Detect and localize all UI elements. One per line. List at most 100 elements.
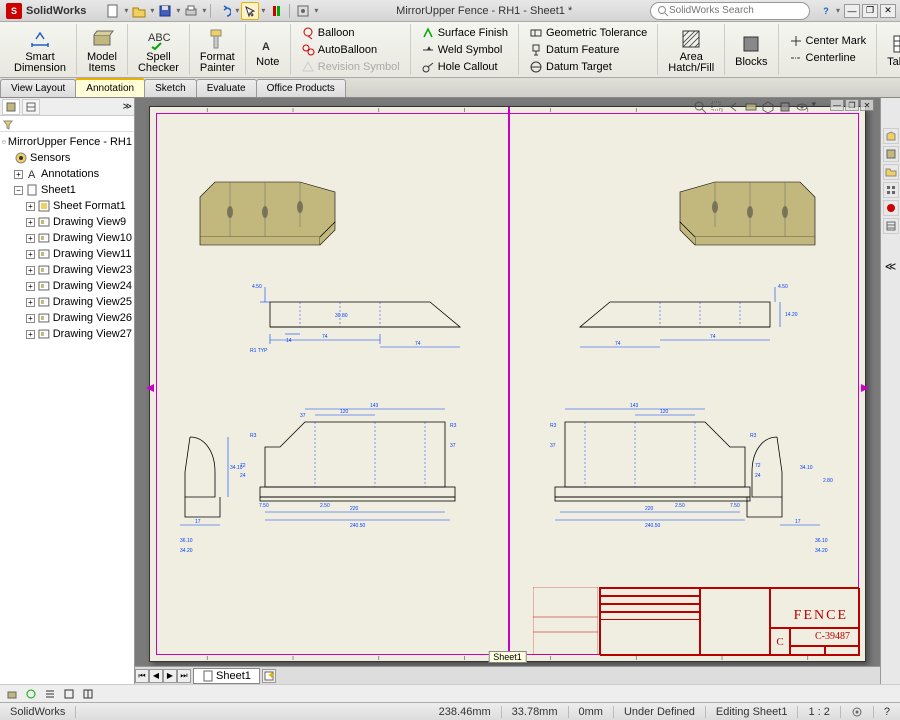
svg-text:R1 TYP: R1 TYP [250,348,268,354]
tree-item-sheet-format1[interactable]: +Sheet Format1 [2,198,132,214]
tab-view-layout[interactable]: View Layout [0,79,76,97]
mdi-minimize-button[interactable]: — [830,99,844,111]
print-button[interactable] [182,2,200,20]
property-tab[interactable] [22,99,40,115]
add-sheet-button[interactable]: ✦ [262,669,276,683]
smart-dimension-button[interactable]: SmartDimension [10,25,70,75]
front-view-left[interactable]: 34.10 17 36.10 34.20 12.75 [170,397,490,567]
centerline-button[interactable]: Centerline [785,50,871,66]
iso-view-right[interactable] [665,167,835,262]
feature-tree-tab[interactable] [2,99,20,115]
tree-sensors[interactable]: Sensors [2,150,132,166]
close-button[interactable]: ✕ [880,4,896,18]
format-painter-button[interactable]: FormatPainter [196,25,239,75]
new-button[interactable] [104,2,122,20]
iso-view-left[interactable] [180,167,350,262]
area-hatch-button[interactable]: AreaHatch/Fill [664,25,718,75]
svg-text:R3: R3 [750,433,757,439]
tree-filter[interactable] [0,116,134,132]
sheet-last-button[interactable]: ⏭ [177,669,191,683]
tree-item-drawing-view11[interactable]: +Drawing View11 [2,246,132,262]
svg-text:14: 14 [286,338,292,344]
bt-icon-5[interactable] [80,687,96,701]
tree-root[interactable]: MirrorUpper Fence - RH1 [2,134,132,150]
select-button[interactable] [241,2,259,20]
save-button[interactable] [156,2,174,20]
balloon-button[interactable]: Balloon [297,25,404,41]
datum-feature-button[interactable]: Datum Feature [525,42,651,58]
search-input[interactable] [669,5,789,16]
spell-checker-button[interactable]: ABC SpellChecker [134,25,183,75]
window-controls: — ❐ ✕ [844,4,896,18]
center-mark-button[interactable]: Center Mark [785,33,871,49]
front-view-right[interactable]: 143 120 220 240.50 R3 37 R3 72 24 7.50 2… [525,397,845,567]
tree-item-drawing-view10[interactable]: +Drawing View10 [2,230,132,246]
surface-finish-button[interactable]: Surface Finish [417,25,512,41]
tree-item-drawing-view24[interactable]: +Drawing View24 [2,278,132,294]
sheet-first-button[interactable]: ⏮ [135,669,149,683]
hole-callout-button[interactable]: Hole Callout [417,59,512,75]
sheet-tab-sheet1[interactable]: Sheet1 [193,668,260,684]
section-view-icon[interactable] [743,99,759,115]
autoballoon-button[interactable]: AutoBalloon [297,42,404,58]
tab-annotation[interactable]: Annotation [75,78,145,97]
tree-item-drawing-view25[interactable]: +Drawing View25 [2,294,132,310]
tree-annotations[interactable]: +AAnnotations [2,166,132,182]
blocks-button[interactable]: Blocks [731,30,771,69]
rebuild-button[interactable] [267,2,285,20]
tab-sketch[interactable]: Sketch [144,79,197,97]
zoom-fit-icon[interactable] [692,99,708,115]
tab-office-products[interactable]: Office Products [256,79,346,97]
tree-item-drawing-view27[interactable]: +Drawing View27 [2,326,132,342]
prev-view-icon[interactable] [726,99,742,115]
resources-icon[interactable] [883,128,899,144]
display-style-icon[interactable] [777,99,793,115]
svg-text:74: 74 [415,341,421,347]
view-palette-icon[interactable] [883,182,899,198]
svg-text:17: 17 [795,519,801,525]
bt-icon-3[interactable] [42,687,58,701]
tree-item-drawing-view26[interactable]: +Drawing View26 [2,310,132,326]
file-explorer-icon[interactable] [883,164,899,180]
status-settings-icon[interactable] [841,706,874,718]
maximize-button[interactable]: ❐ [862,4,878,18]
help-button[interactable]: ?▾ [818,4,840,18]
search-box[interactable] [650,2,810,20]
appearances-icon[interactable] [883,200,899,216]
sheet-next-button[interactable]: ▶ [163,669,177,683]
open-button[interactable] [130,2,148,20]
tables-button[interactable]: Tables [883,30,900,69]
mdi-restore-button[interactable]: ❐ [845,99,859,111]
note-button[interactable]: A Note [252,30,284,69]
design-library-icon[interactable] [883,146,899,162]
collapse-tree-icon[interactable]: ≫ [123,101,132,112]
options-button[interactable] [294,2,312,20]
view-orient-icon[interactable] [760,99,776,115]
weld-symbol-button[interactable]: Weld Symbol [417,42,512,58]
top-view-left[interactable]: 74 4.50 74 R1 TYP 14 30.80 [230,282,480,362]
status-help-icon[interactable]: ? [874,706,900,718]
bt-icon-4[interactable] [61,687,77,701]
expand-task-pane-icon[interactable]: ≪ [883,258,899,274]
zoom-area-icon[interactable] [709,99,725,115]
tree-item-drawing-view23[interactable]: +Drawing View23 [2,262,132,278]
hide-show-icon[interactable] [794,99,810,115]
tree-item-drawing-view9[interactable]: +Drawing View9 [2,214,132,230]
geometric-tolerance-button[interactable]: Geometric Tolerance [525,25,651,41]
mdi-close-button[interactable]: ✕ [860,99,874,111]
sheet-canvas[interactable]: 74 4.50 74 R1 TYP 14 30.80 [135,98,880,666]
task-pane: ≪ [880,98,900,684]
properties-icon[interactable] [883,218,899,234]
model-items-button[interactable]: ModelItems [83,25,121,75]
app-name: SolidWorks [26,5,86,17]
tab-evaluate[interactable]: Evaluate [196,79,257,97]
tree-sheet[interactable]: −Sheet1 [2,182,132,198]
undo-button[interactable] [215,2,233,20]
datum-target-button[interactable]: Datum Target [525,59,651,75]
minimize-button[interactable]: — [844,4,860,18]
top-view-right[interactable]: 74 4.50 14.20 74 [560,282,810,362]
sheet-prev-button[interactable]: ◀ [149,669,163,683]
bt-icon-1[interactable] [4,687,20,701]
bt-icon-2[interactable] [23,687,39,701]
bottom-ruler [150,656,865,662]
